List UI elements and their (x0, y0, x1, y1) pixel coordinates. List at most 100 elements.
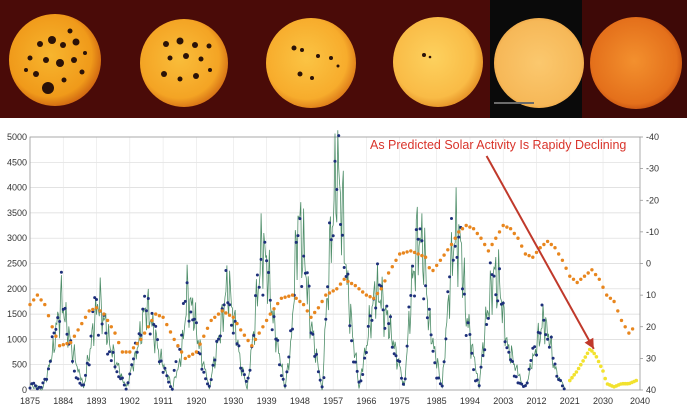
orange-point (191, 352, 195, 356)
orange-point (57, 344, 62, 348)
sunspot-point (523, 384, 527, 388)
sunspot-point (206, 382, 209, 386)
sunspot-point (440, 384, 444, 388)
orange-point (612, 299, 616, 304)
sunspot-point (461, 287, 464, 291)
sunspot-point (63, 306, 67, 310)
sunspot-point (339, 223, 342, 226)
orange-point (512, 231, 516, 236)
forecast-point (581, 359, 585, 363)
orange-point (412, 250, 417, 255)
sunspot-point (217, 337, 220, 341)
sunspot-point (231, 331, 235, 335)
sunspot-point (416, 237, 420, 241)
x-tick-label: 2003 (493, 396, 513, 406)
sunspot-point (361, 373, 365, 376)
sunspot-point (381, 308, 385, 312)
forecast-point (599, 364, 603, 369)
sunspot-point (337, 134, 341, 138)
sunspot-point (156, 338, 159, 342)
orange-point (327, 291, 332, 295)
chart-title: As Predicted Solar Activity Is Rapidy De… (370, 138, 626, 152)
tick-labels: 0 500 1000 1500 2000 2500 3000 3500 4000 4500 5000… (7, 132, 659, 406)
orange-point (438, 258, 443, 262)
sunspot-point (169, 385, 172, 389)
sunspot-point (82, 383, 86, 387)
orange-point (335, 287, 339, 291)
x-tick-label: 1948 (290, 396, 310, 406)
sunspot-point (464, 334, 468, 337)
sunspot-point (307, 284, 311, 288)
orange-point (483, 242, 487, 247)
y-tick-label: 3000 (7, 233, 27, 243)
sunspot-point (259, 257, 263, 261)
sunspot-point (425, 316, 429, 320)
forecast-point (583, 355, 588, 359)
sunspot-point (122, 383, 126, 387)
orange-point (401, 251, 406, 255)
forecast-point (594, 355, 599, 359)
sunspot-point (553, 362, 557, 366)
sunspot-point (135, 350, 139, 354)
y-tick-label: 500 (12, 360, 27, 370)
x-tick-label: 1884 (53, 396, 73, 406)
sunspot-point (165, 374, 169, 378)
sunspot-point (145, 309, 148, 313)
sunspot-point (555, 374, 559, 378)
y2-tick-label: -20 (646, 195, 659, 205)
arrow-head (584, 337, 594, 349)
sunspot-point (479, 365, 483, 369)
orange-point (61, 343, 65, 347)
sunspot-point (438, 382, 442, 386)
sunspot-point (244, 379, 248, 383)
orange-point (520, 244, 524, 248)
sunspot-point (246, 376, 250, 380)
sunspot-point (315, 352, 318, 356)
sunspot-point (115, 370, 119, 374)
orange-point (557, 252, 561, 256)
orange-point (209, 318, 213, 323)
sunspot-point (241, 369, 245, 373)
orange-point (128, 350, 132, 354)
orange-point (35, 293, 40, 297)
orange-point (32, 298, 36, 302)
sunspot-point (194, 321, 198, 325)
sunspot-line-series (29, 130, 566, 392)
orange-series (28, 223, 635, 361)
x-tick-label: 1920 (186, 396, 206, 406)
sunspot-point (340, 233, 344, 237)
sunspot-point (248, 368, 252, 372)
sunspot-point (239, 366, 243, 370)
orange-point (320, 299, 324, 304)
sunspot-point (78, 381, 82, 385)
orange-point (623, 325, 627, 329)
sunspot-point (394, 354, 398, 358)
x-tick-label: 2021 (560, 396, 580, 406)
orange-point (194, 350, 199, 354)
forecast-series (568, 347, 639, 389)
sunspot-point (316, 370, 320, 374)
sunspot-point (267, 271, 270, 274)
orange-point (538, 246, 542, 250)
sunspot-point (254, 294, 257, 298)
sunspot-point (211, 363, 215, 367)
sunspot-point (181, 302, 185, 305)
sunspot-point (287, 355, 291, 359)
sunspot-point (503, 340, 507, 344)
orange-point (69, 340, 73, 345)
orange-point (571, 277, 576, 281)
sunspot-point (488, 261, 492, 265)
orange-point (264, 318, 269, 323)
orange-point (283, 295, 287, 299)
sunspot-point (501, 301, 505, 305)
orange-point (120, 350, 125, 354)
sunspot-point (143, 294, 147, 298)
orange-point (442, 253, 446, 257)
orange-point (298, 299, 302, 304)
sunspot-point (466, 321, 470, 325)
orange-point (586, 271, 590, 275)
sun-disc-3 (266, 18, 356, 108)
sunspot-point (514, 375, 518, 379)
orange-point (65, 341, 69, 346)
orange-point (579, 277, 583, 281)
